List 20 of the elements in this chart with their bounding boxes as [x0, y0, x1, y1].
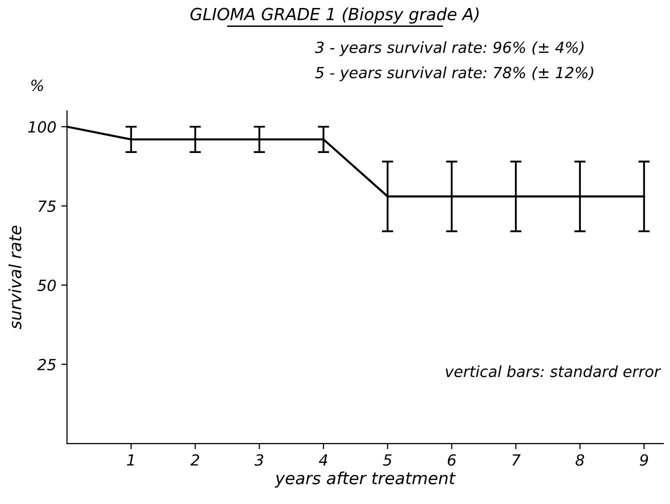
- x-tick-label: 3: [254, 454, 264, 466]
- x-tick-label: 9: [640, 454, 648, 466]
- y-tick-label: 25: [37, 358, 56, 370]
- annotation: vertical bars: standard error: [446, 365, 662, 378]
- x-tick-label: 2: [190, 454, 200, 466]
- x-tick-label: 1: [127, 454, 134, 466]
- text: %: [31, 80, 44, 92]
- x-tick-label: 4: [318, 454, 328, 466]
- x-tick-label: 8: [576, 454, 584, 466]
- y-tick-label: 75: [38, 200, 56, 212]
- x-tick-label: 6: [448, 454, 456, 466]
- x-axis-title: years after treatment: [274, 472, 456, 488]
- y-tick-label: 50: [37, 280, 56, 292]
- text: 5 - years survival rate: 78% (± 12%): [315, 66, 594, 82]
- y-tick-label: 100: [28, 121, 56, 133]
- x-tick-label: 5: [383, 454, 392, 466]
- x-tick-label: 7: [512, 454, 521, 466]
- text: 3 - years survival rate: 96% (± 4%): [314, 41, 584, 56]
- y-axis-title: survival rate: [8, 226, 22, 330]
- chart-title: GLIOMA GRADE 1 (Biopsy grade A): [190, 7, 479, 24]
